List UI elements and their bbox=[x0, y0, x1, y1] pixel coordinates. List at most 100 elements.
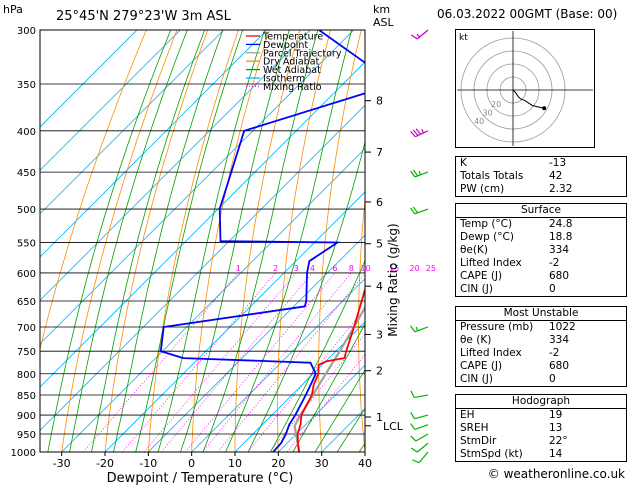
index-label: CAPE (J) bbox=[460, 270, 503, 282]
x-tick-label: 0 bbox=[188, 457, 195, 470]
hodograph-endpoint bbox=[542, 106, 547, 111]
wind-barb-half-flag bbox=[416, 33, 421, 38]
index-value: -13 bbox=[549, 157, 567, 169]
mixing-ratio-label: 20 bbox=[410, 264, 420, 273]
km-tick-label: 2 bbox=[376, 365, 383, 378]
index-label: EH bbox=[460, 409, 475, 421]
legend-label: Isotherm bbox=[263, 74, 305, 85]
wind-barb-flag bbox=[410, 130, 416, 138]
index-label: CAPE (J) bbox=[460, 360, 503, 372]
mixing-ratio-label: 3 bbox=[293, 264, 298, 273]
hodo-row: SREH 13 bbox=[456, 422, 626, 435]
surface-row: Lifted Index -2 bbox=[456, 257, 626, 270]
hodo-row: StmSpd (kt) 14 bbox=[456, 448, 626, 461]
km-tick-label: 3 bbox=[376, 328, 383, 341]
index-value: 680 bbox=[549, 270, 570, 282]
pressure-tick-label: 450 bbox=[17, 168, 36, 179]
hodograph-unit: kt bbox=[459, 33, 468, 43]
isotherm-line bbox=[40, 30, 138, 128]
wind-barb-half-flag bbox=[418, 170, 422, 176]
most-unstable-table: Most Unstable Pressure (mb) 1022 θe (K) 33… bbox=[455, 306, 627, 387]
lcl-label: LCL bbox=[383, 420, 404, 433]
index-label: Dewp (°C) bbox=[460, 231, 514, 243]
x-tick-label: 10 bbox=[228, 457, 242, 470]
index-row-totals: Totals Totals 42 bbox=[456, 170, 626, 183]
wind-barb-flag bbox=[410, 390, 415, 398]
mixing-ratio-line bbox=[269, 333, 365, 452]
plot-frame bbox=[39, 29, 366, 453]
hodograph-ring-label: 40 bbox=[474, 117, 484, 126]
index-label: CIN (J) bbox=[460, 283, 493, 295]
surface-row: θe(K) 334 bbox=[456, 244, 626, 257]
wind-barb-flag bbox=[410, 170, 416, 178]
pressure-tick-label: 950 bbox=[17, 430, 36, 441]
dry-adiabat-line bbox=[318, 30, 362, 452]
index-value: 334 bbox=[549, 244, 570, 256]
index-value: 334 bbox=[549, 334, 570, 346]
wind-barb-flag bbox=[412, 206, 419, 214]
pressure-tick-label: 800 bbox=[17, 370, 36, 381]
index-label: SREH bbox=[460, 422, 489, 434]
index-value: -2 bbox=[549, 257, 560, 269]
pressure-tick-label: 400 bbox=[17, 127, 36, 138]
mixing-ratio-label: 2 bbox=[273, 264, 278, 273]
wind-barb-flag bbox=[415, 128, 422, 135]
hodograph-line bbox=[512, 89, 545, 109]
asl-unit-label: ASL bbox=[373, 16, 395, 29]
x-tick-label: 30 bbox=[315, 457, 329, 470]
index-label: Temp (°C) bbox=[460, 218, 513, 230]
wind-barb-flag bbox=[410, 325, 416, 333]
wind-barb-staff bbox=[414, 208, 429, 215]
wet-adiabat-line bbox=[47, 30, 172, 452]
wind-barb-flag bbox=[410, 447, 418, 453]
km-unit-label: km bbox=[373, 3, 390, 16]
isotherm-line bbox=[40, 30, 355, 345]
wet-adiabat-line bbox=[314, 369, 365, 452]
x-tick-label: 20 bbox=[271, 457, 285, 470]
isotherm-line bbox=[104, 191, 365, 452]
index-value: 1022 bbox=[549, 321, 576, 333]
index-table-top: K -13 Totals Totals 42 PW (cm) 2.32 bbox=[455, 156, 627, 197]
hodo-row: StmDir 22° bbox=[456, 435, 626, 448]
legend-label: Dry Adiabat bbox=[263, 57, 320, 68]
mixing-ratio-label: 25 bbox=[426, 264, 436, 273]
wind-barb-flag bbox=[412, 169, 419, 177]
index-value: 22° bbox=[549, 435, 568, 447]
pressure-tick-label: 850 bbox=[17, 391, 36, 402]
legend-label: Dewpoint bbox=[263, 40, 308, 51]
wind-barb-staff bbox=[414, 414, 429, 420]
pressure-tick-label: 600 bbox=[17, 269, 36, 280]
mixing-ratio-labels: 1 2 3 4 6 8 10 15 20 25 bbox=[236, 264, 436, 273]
index-row-k: K -13 bbox=[456, 157, 626, 170]
mu-row: Pressure (mb) 1022 bbox=[456, 320, 626, 334]
wind-barb-flag bbox=[412, 129, 419, 136]
dry-adiabat-line bbox=[61, 30, 178, 452]
hodo-row: EH 19 bbox=[456, 408, 626, 422]
isotherm-line bbox=[40, 30, 311, 301]
index-value: 0 bbox=[549, 283, 556, 295]
mu-row: CAPE (J) 680 bbox=[456, 360, 626, 373]
datetime-label: 06.03.2022 00GMT (Base: 00) bbox=[437, 7, 618, 21]
index-label: CIN (J) bbox=[460, 373, 493, 385]
legend-label: Parcel Trajectory bbox=[263, 48, 342, 59]
isotherm-line bbox=[61, 148, 365, 452]
index-row-pw: PW (cm) 2.32 bbox=[456, 183, 626, 196]
index-value: 19 bbox=[549, 409, 563, 421]
wind-barb-flag bbox=[410, 34, 418, 40]
isotherm-line bbox=[40, 30, 268, 258]
wind-barb-staff bbox=[415, 433, 429, 442]
hodograph-table: Hodograph EH 19 SREH 13 StmDir 22° StmSpd (… bbox=[455, 394, 627, 462]
axes-layer: 3003504004505005506006507007508008509009… bbox=[11, 26, 404, 470]
km-tick-label: 7 bbox=[376, 146, 383, 159]
mixing-ratio-label: 15 bbox=[389, 264, 399, 273]
mu-row: θe (K) 334 bbox=[456, 334, 626, 347]
surface-title: Surface bbox=[520, 204, 561, 216]
pressure-tick-label: 1000 bbox=[11, 448, 36, 459]
legend-label: Temperature bbox=[262, 32, 323, 43]
index-value: 14 bbox=[549, 448, 563, 460]
wind-barb-staff bbox=[416, 29, 429, 40]
